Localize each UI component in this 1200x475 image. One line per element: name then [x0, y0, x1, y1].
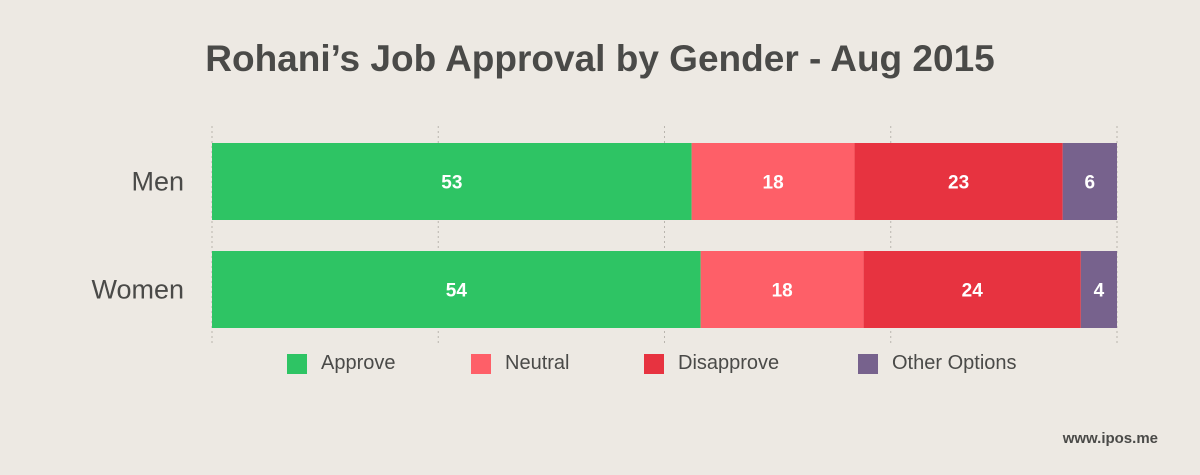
legend-swatch-neutral	[471, 353, 491, 374]
bar-men-approve	[212, 143, 692, 220]
legend-item-neutral: Neutral	[471, 352, 569, 375]
legend-label-disapprove: Disapprove	[678, 352, 780, 374]
data-label-women-neutral: 18	[772, 281, 793, 302]
category-label-women: Women	[91, 275, 184, 305]
data-label-men-disapprove: 23	[948, 173, 969, 194]
source-watermark: www.ipos.me	[1062, 430, 1158, 447]
legend-item-approve: Approve	[287, 352, 396, 375]
legend-label-approve: Approve	[321, 352, 396, 374]
data-label-women-approve: 54	[446, 281, 468, 302]
category-label-men: Men	[131, 167, 184, 197]
bar-men-other-options	[1062, 143, 1117, 220]
bar-men-neutral	[691, 143, 855, 220]
legend-item-other-options: Other Options	[858, 352, 1017, 375]
legend-swatch-approve	[287, 353, 307, 374]
legend-swatch-disapprove	[644, 353, 664, 374]
data-label-women-disapprove: 24	[962, 281, 984, 302]
bar-women-other-options	[1080, 251, 1117, 328]
bar-women-disapprove	[863, 251, 1081, 328]
data-label-men-other-options: 6	[1085, 173, 1096, 194]
data-label-men-approve: 53	[441, 173, 462, 194]
data-label-men-neutral: 18	[763, 173, 784, 194]
bar-men-disapprove	[854, 143, 1063, 220]
bar-women-approve	[212, 251, 701, 328]
legend-label-neutral: Neutral	[505, 352, 570, 374]
data-label-women-other-options: 4	[1094, 281, 1105, 302]
chart-legend: Approve Neutral Disapprove Other Options	[0, 352, 1200, 378]
chart-title: Rohani’s Job Approval by Gender - Aug 20…	[205, 38, 995, 79]
legend-label-other-options: Other Options	[892, 352, 1017, 374]
legend-swatch-other-options	[858, 353, 878, 374]
legend-item-disapprove: Disapprove	[644, 352, 779, 375]
bar-women-neutral	[700, 251, 864, 328]
